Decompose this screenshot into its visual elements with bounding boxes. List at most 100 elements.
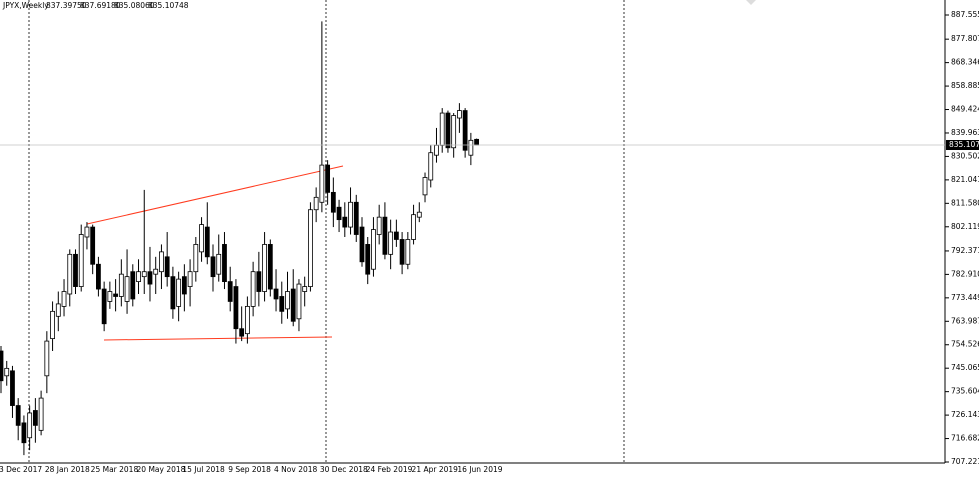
candle-body: [38, 397, 44, 431]
x-tick-label: 16 Jun 2019: [457, 465, 502, 474]
candle-body: [348, 201, 353, 228]
x-tick-label: 20 May 2018: [137, 465, 186, 474]
x-tick-label: 9 Sep 2018: [228, 465, 271, 474]
candle-body: [61, 291, 67, 307]
candle-body: [411, 214, 416, 240]
candle-body: [210, 256, 216, 278]
candle-body: [285, 291, 290, 310]
candle-body: [78, 234, 84, 287]
candle-body: [113, 293, 118, 297]
candle-body: [279, 296, 285, 312]
candle-body: [204, 226, 210, 258]
candle-body: [273, 288, 279, 300]
candle-body: [399, 239, 405, 265]
candle-body: [330, 191, 336, 213]
y-tick-label: 830.5023: [951, 151, 979, 160]
x-tick-label: 28 Jan 2018: [45, 465, 90, 474]
candle-body: [250, 271, 256, 307]
candle-body: [456, 110, 462, 119]
candle-body: [10, 370, 15, 406]
candle-body: [371, 229, 376, 270]
candle-body: [445, 112, 451, 149]
candle-body: [141, 271, 147, 278]
candle-body: [233, 286, 239, 330]
y-tick-label: 792.3712: [951, 246, 979, 255]
candle-body: [96, 263, 101, 290]
x-tick-label: 3 Dec 2017: [0, 465, 42, 474]
y-tick-label: 821.0412: [951, 175, 979, 184]
candle-body: [187, 271, 193, 287]
y-tick-label: 773.4490: [951, 293, 979, 302]
candle-body: [428, 152, 434, 181]
candle-body: [405, 239, 411, 265]
candle-body: [44, 340, 50, 377]
candle-body: [90, 226, 96, 265]
x-tick-label: 15 Jul 2018: [182, 465, 225, 474]
y-tick-label: 802.1190: [951, 222, 979, 231]
candle-body: [302, 286, 308, 292]
candle-body: [50, 310, 55, 340]
x-tick-label: 30 Dec 2018: [320, 465, 368, 474]
ohlc-label: 835.10748: [148, 1, 189, 10]
y-tick-label: 868.3467: [951, 58, 979, 67]
y-tick-label: 716.6824: [951, 434, 979, 443]
y-tick-label: 839.9634: [951, 128, 979, 137]
candle-body: [193, 244, 199, 273]
candle-body: [73, 253, 78, 287]
candle-body: [170, 276, 176, 310]
candle-body: [130, 271, 136, 300]
ohlc-label: 837.69180: [80, 1, 121, 10]
y-tick-label: 849.4245: [951, 105, 979, 114]
x-tick-label: 25 Mar 2018: [91, 465, 139, 474]
x-tick-label: 24 Feb 2019: [366, 465, 413, 474]
candle-body: [153, 268, 159, 275]
candle-body: [15, 405, 21, 426]
candle-body: [222, 244, 227, 283]
chart-title: JPYX,Weekly: [2, 1, 49, 10]
candle-body: [382, 216, 388, 255]
ohlc-label: 835.08060: [114, 1, 155, 10]
candle-body: [451, 115, 457, 149]
candle-body: [365, 244, 371, 275]
candle-body: [439, 112, 445, 146]
candle-body: [101, 288, 107, 325]
candle-body: [164, 256, 170, 278]
price-box: [946, 140, 979, 151]
y-tick-label: 811.5801: [951, 198, 979, 207]
y-tick-label: 726.1435: [951, 410, 979, 419]
candle-body: [342, 216, 348, 228]
x-tick-label: 4 Nov 2018: [274, 465, 317, 474]
candle-body: [416, 211, 422, 218]
candle-body: [462, 110, 468, 151]
candle-body: [244, 305, 250, 335]
candle-body: [290, 288, 296, 322]
candle-body: [4, 367, 10, 377]
y-tick-label: 858.8856: [951, 81, 979, 90]
candle-body: [376, 216, 382, 235]
x-tick-label: 21 Apr 2019: [412, 465, 459, 474]
candle-body: [313, 196, 319, 211]
candle-body: [393, 231, 399, 240]
candle-body: [359, 226, 365, 263]
candle-body: [27, 412, 33, 439]
y-tick-label: 763.9879: [951, 316, 979, 325]
candle-body: [336, 206, 342, 221]
price-label: 835.10748: [949, 140, 979, 149]
y-tick-label: 877.8078: [951, 34, 979, 43]
candle-body: [262, 244, 267, 292]
candle-body: [227, 281, 233, 302]
y-tick-label: 735.6046: [951, 387, 979, 396]
candle-body: [181, 276, 187, 295]
trend-line: [86, 165, 344, 225]
candle-body: [296, 283, 302, 320]
candle-body: [422, 177, 428, 196]
candle-body: [32, 410, 38, 426]
candle-body: [136, 271, 141, 283]
marker: [746, 0, 756, 5]
candle-body: [159, 251, 164, 273]
trend-line: [103, 336, 333, 341]
candle-body: [468, 139, 474, 156]
y-tick-label: 754.5268: [951, 340, 979, 349]
